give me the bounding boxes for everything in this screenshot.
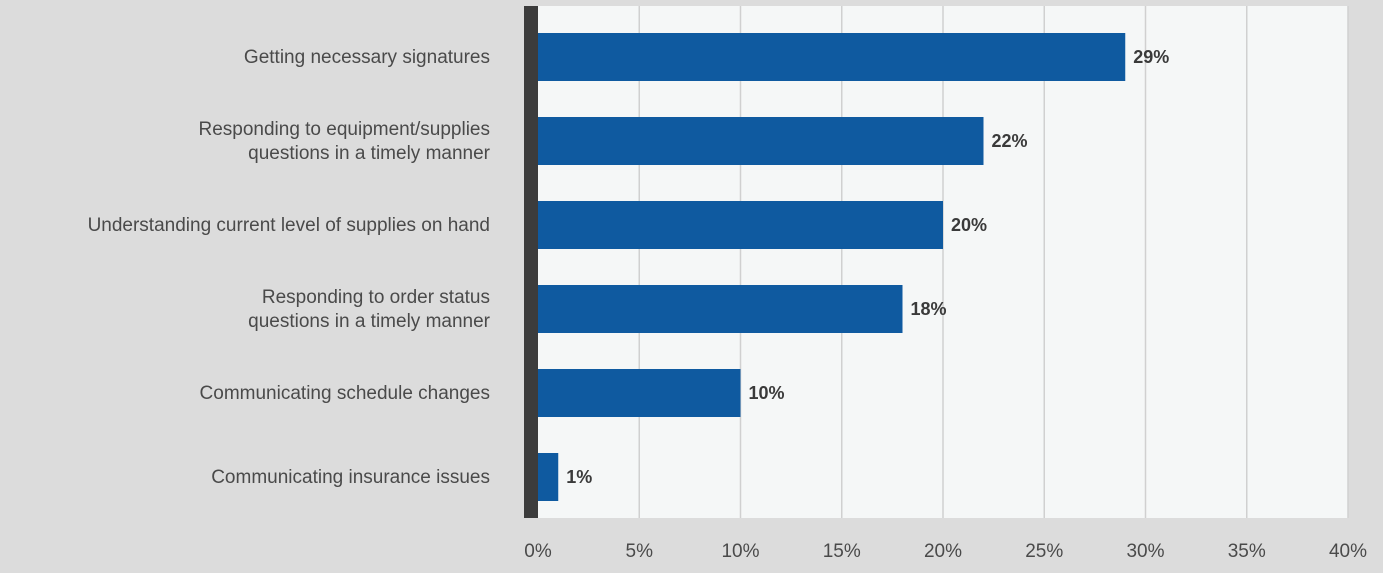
category-label: Communicating insurance issues <box>211 467 490 488</box>
x-tick-label: 15% <box>823 541 861 562</box>
bar-value-label: 20% <box>951 215 987 235</box>
bar <box>538 117 984 165</box>
bar-value-label: 22% <box>992 131 1028 151</box>
category-labels: Getting necessary signatures Responding t… <box>88 47 491 488</box>
x-tick-labels: 0% 5% 10% 15% 20% 25% 30% 35% 40% <box>524 541 1367 562</box>
x-tick-label: 5% <box>626 541 654 562</box>
y-axis-line <box>524 6 538 518</box>
x-tick-label: 35% <box>1228 541 1266 562</box>
x-tick-label: 30% <box>1126 541 1164 562</box>
bars <box>538 33 1126 501</box>
value-labels: 29% 22% 20% 18% 10% 1% <box>566 47 1169 487</box>
bar-value-label: 29% <box>1133 47 1169 67</box>
x-tick-label: 0% <box>524 541 552 562</box>
x-tick-label: 10% <box>721 541 759 562</box>
bar <box>538 33 1126 81</box>
bar <box>538 201 943 249</box>
x-tick-label: 25% <box>1025 541 1063 562</box>
gridlines <box>638 6 1349 518</box>
x-tick-label: 40% <box>1329 541 1367 562</box>
bar-value-label: 1% <box>566 467 592 487</box>
x-tick-label: 20% <box>924 541 962 562</box>
category-label: Responding to equipment/supplies question… <box>198 119 490 164</box>
bar-value-label: 18% <box>911 299 947 319</box>
bar-value-label: 10% <box>749 383 785 403</box>
category-label: Understanding current level of supplies … <box>88 215 490 236</box>
bar <box>538 369 741 417</box>
category-label: Responding to order status questions in a… <box>248 287 491 332</box>
bar <box>538 285 903 333</box>
category-label: Communicating schedule changes <box>200 383 490 404</box>
category-label: Getting necessary signatures <box>244 47 490 68</box>
bar <box>538 453 559 501</box>
